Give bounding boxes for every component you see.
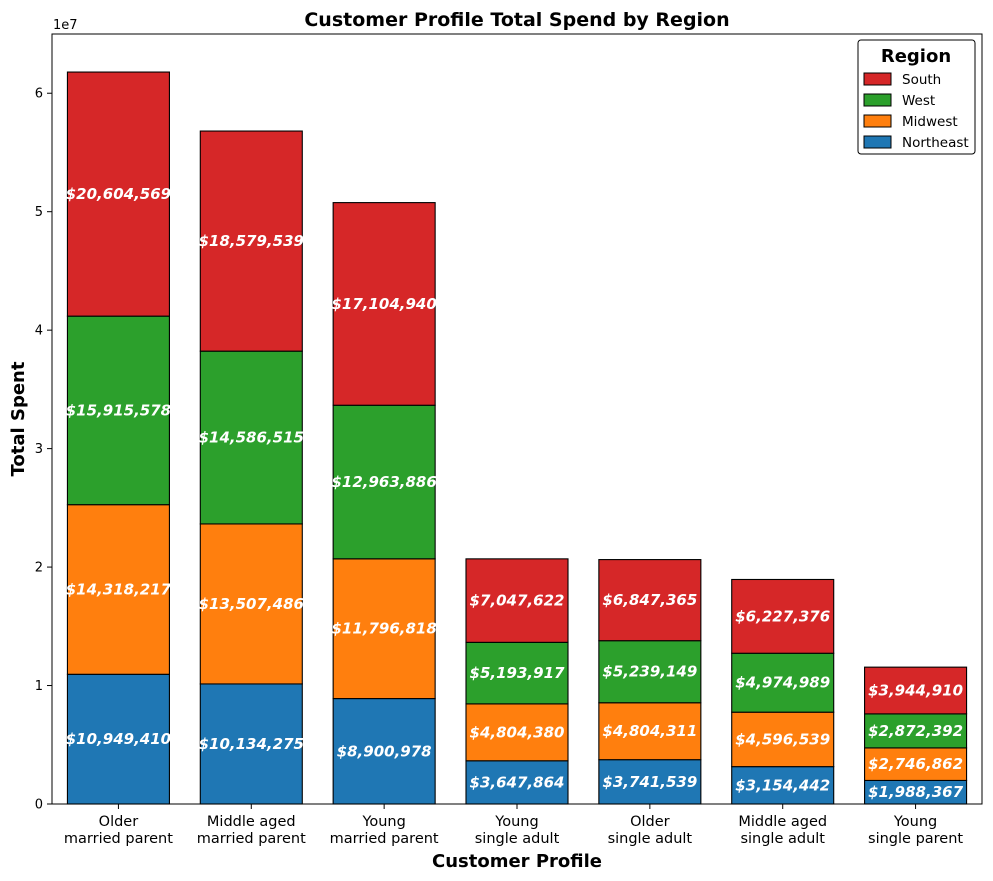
y-tick-label: 1 <box>35 679 43 694</box>
bar-value-label: $17,104,940 <box>331 295 436 313</box>
bar-segment-west <box>731 652 835 713</box>
legend-swatch-west <box>863 93 892 107</box>
bar-segment-south <box>598 559 702 642</box>
bar-value-label: $4,974,989 <box>735 674 830 692</box>
bar-segment-west <box>199 350 303 525</box>
bar-value-label: $3,154,442 <box>735 776 830 794</box>
x-tick-label: single adult <box>475 831 560 847</box>
x-tick-label: single adult <box>740 831 825 847</box>
bar-segment-south <box>199 130 303 352</box>
y-axis-title: Total Spent <box>8 361 29 476</box>
y-axis-offset-label: 1e7 <box>53 18 78 33</box>
x-tick-label: Young <box>494 814 538 830</box>
bar-segment-midwest <box>332 558 436 700</box>
bar-value-label: $5,239,149 <box>602 663 697 681</box>
bar-value-label: $6,847,365 <box>602 591 697 609</box>
y-tick-label: 6 <box>35 87 43 102</box>
bar-segment-midwest <box>598 702 702 761</box>
legend-title: Region <box>881 46 951 67</box>
bar-segment-northeast <box>598 759 702 805</box>
plot-area: $10,949,410 $14,318,217 $15,915,578 $20,604… <box>66 71 968 805</box>
bar-value-label: $6,227,376 <box>735 607 830 625</box>
legend-swatch-south <box>863 72 892 86</box>
bar-value-label: $1,988,367 <box>868 783 963 801</box>
legend-label-northeast: Northeast <box>902 135 969 151</box>
bar-segment-northeast <box>66 673 170 805</box>
bar-value-label: $4,804,380 <box>470 723 565 741</box>
x-tick-label: single parent <box>868 831 963 847</box>
bar-value-label: $3,944,910 <box>868 682 963 700</box>
bar-segment-west <box>465 641 569 705</box>
bar-value-label: $14,318,217 <box>66 580 172 598</box>
x-tick-label: Older <box>630 814 670 830</box>
legend-label-west: West <box>902 93 935 109</box>
bar-value-label: $4,804,311 <box>602 722 697 740</box>
bar-segment-west <box>598 640 702 704</box>
bar-segment-northeast <box>731 766 835 805</box>
bar-segment-south <box>465 558 569 643</box>
x-tick-label: Middle aged <box>738 814 827 830</box>
bar-segment-west <box>332 404 436 560</box>
bar-value-label: $15,915,578 <box>66 401 171 419</box>
bar-value-label: $5,193,917 <box>470 664 565 682</box>
bar-segment-south <box>731 578 835 654</box>
y-tick-label: 2 <box>35 561 43 576</box>
bar-segment-south <box>332 202 436 406</box>
bar-segment-south <box>864 666 968 715</box>
bar-value-label: $8,900,978 <box>337 742 432 760</box>
bar-segment-west <box>864 713 968 749</box>
x-tick-label: Young <box>893 814 937 830</box>
x-tick-label: Middle aged <box>207 814 296 830</box>
bar-value-label: $14,586,515 <box>199 429 304 447</box>
bar-segment-midwest <box>199 523 303 685</box>
bar-value-label: $4,596,539 <box>735 730 830 748</box>
bar-value-label: $18,579,539 <box>199 232 304 250</box>
bar-value-label: $7,047,622 <box>470 592 565 610</box>
bar-value-label: $3,647,864 <box>470 773 565 791</box>
y-axis: 0 1 2 3 4 5 6 <box>35 87 52 813</box>
legend-swatch-midwest <box>863 114 892 128</box>
bar-segment-midwest <box>66 504 170 675</box>
y-tick-label: 5 <box>35 205 43 220</box>
bar-value-label: $10,134,275 <box>199 735 304 753</box>
bar-value-label: $11,796,818 <box>331 620 436 638</box>
bar-value-label: $2,872,392 <box>868 722 963 740</box>
x-tick-label: Young <box>361 814 405 830</box>
x-tick-label: married parent <box>197 831 306 847</box>
bar-value-label: $10,949,410 <box>66 730 171 748</box>
x-tick-label: married parent <box>64 831 173 847</box>
bar-segment-northeast <box>199 683 303 805</box>
bar-value-label: $2,746,862 <box>868 755 963 773</box>
legend-swatch-northeast <box>863 135 892 149</box>
chart-title: Customer Profile Total Spend by Region <box>304 9 729 31</box>
x-axis-title: Customer Profile <box>432 851 602 872</box>
legend-label-midwest: Midwest <box>902 114 958 130</box>
x-tick-label: single adult <box>608 831 693 847</box>
legend: Region South West Midwest Northeast <box>857 39 976 155</box>
x-tick-label: married parent <box>330 831 439 847</box>
y-tick-label: 3 <box>35 442 43 457</box>
bar-value-label: $20,604,569 <box>66 185 171 203</box>
y-tick-label: 0 <box>35 798 43 813</box>
x-tick-label: Older <box>99 814 139 830</box>
bar-segment-south <box>66 71 170 317</box>
y-tick-label: 4 <box>35 324 43 339</box>
bar-value-label: $13,507,486 <box>199 595 304 613</box>
bar-value-label: $12,963,886 <box>331 473 436 491</box>
legend-label-south: South <box>902 72 941 88</box>
bar-value-label: $3,741,539 <box>602 773 697 791</box>
